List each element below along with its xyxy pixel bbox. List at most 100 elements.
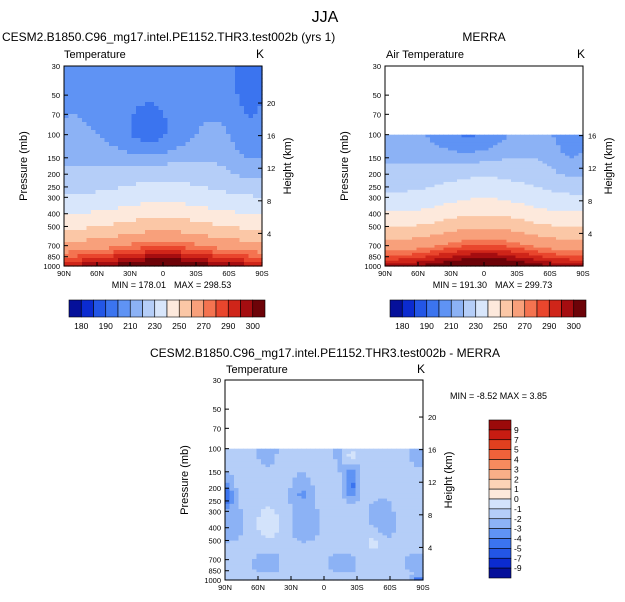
contour-cell xyxy=(470,160,476,165)
contour-cell xyxy=(248,110,254,115)
contour-cell xyxy=(145,162,151,167)
contour-cell xyxy=(109,226,115,231)
contour-cell xyxy=(565,197,571,201)
contour-cell xyxy=(225,456,231,460)
contour-cell xyxy=(239,154,245,159)
contour-cell xyxy=(73,206,79,211)
contour-cell xyxy=(407,210,413,215)
contour-cell xyxy=(229,456,235,460)
contour-cell xyxy=(434,223,440,228)
contour-cell xyxy=(149,130,155,135)
contour-cell xyxy=(524,237,530,241)
contour-cell xyxy=(64,74,70,79)
contour-cell xyxy=(154,174,160,179)
contour-cell xyxy=(86,150,92,155)
contour-cell xyxy=(158,122,164,127)
contour-cell xyxy=(158,82,164,87)
contour-cell xyxy=(131,122,137,127)
contour-cell xyxy=(244,218,250,223)
contour-cell xyxy=(154,138,160,143)
contour-cell xyxy=(515,139,521,144)
contour-cell xyxy=(484,229,490,233)
contour-cell xyxy=(239,190,245,195)
contour-cell xyxy=(407,255,413,259)
contour-cell xyxy=(252,451,258,455)
contour-cell xyxy=(547,160,553,165)
contour-cell xyxy=(122,130,128,135)
contour-cell xyxy=(430,155,436,159)
contour-cell xyxy=(389,195,395,199)
contour-cell xyxy=(127,234,133,239)
contour-cell xyxy=(122,182,128,187)
contour-cell xyxy=(425,218,431,222)
contour-cell xyxy=(547,216,553,220)
contour-cell xyxy=(113,138,119,143)
contour-cell xyxy=(439,247,445,251)
contour-cell xyxy=(551,244,557,249)
contour-cell xyxy=(439,260,445,264)
contour-cell xyxy=(86,130,92,135)
contour-cell xyxy=(64,70,70,75)
contour-cell xyxy=(421,134,427,138)
contour-cell xyxy=(208,218,214,223)
contour-cell xyxy=(524,239,530,243)
contour-cell xyxy=(569,142,575,146)
contour-cell xyxy=(565,174,571,178)
contour-cell xyxy=(515,210,521,215)
contour-cell xyxy=(524,139,530,144)
contour-cell xyxy=(488,213,494,217)
contour-cell xyxy=(118,182,124,187)
contour-cell xyxy=(506,176,512,180)
contour-cell xyxy=(448,258,454,262)
contour-cell xyxy=(163,90,169,95)
contour-cell xyxy=(484,142,490,146)
contour-cell xyxy=(574,200,580,204)
contour-cell xyxy=(479,155,485,159)
contour-cell xyxy=(176,154,182,159)
contour-cell xyxy=(443,202,449,207)
contour-cell xyxy=(136,246,142,251)
contour-cell xyxy=(239,142,245,147)
contour-cell xyxy=(225,453,231,458)
contour-cell xyxy=(221,134,227,139)
contour-cell xyxy=(194,146,200,151)
contour-cell xyxy=(443,231,449,236)
contour-cell xyxy=(565,171,571,175)
contour-cell xyxy=(154,142,160,147)
contour-cell xyxy=(113,98,119,103)
contour-cell xyxy=(385,197,391,201)
x-tick-label: 60S xyxy=(222,269,235,278)
contour-cell xyxy=(154,158,160,163)
contour-cell xyxy=(109,262,115,267)
contour-cell xyxy=(64,178,70,183)
contour-cell xyxy=(235,214,241,219)
contour-cell xyxy=(248,182,254,187)
contour-cell xyxy=(212,222,218,227)
contour-cell xyxy=(77,106,83,111)
contour-cell xyxy=(556,176,562,180)
contour-cell xyxy=(229,532,235,536)
contour-cell xyxy=(385,263,391,267)
contour-cell xyxy=(261,469,267,473)
contour-cell xyxy=(484,216,490,220)
contour-cell xyxy=(565,237,571,241)
contour-cell xyxy=(68,130,74,135)
contour-cell xyxy=(244,262,250,267)
contour-cell xyxy=(466,234,472,238)
contour-cell xyxy=(235,150,241,155)
contour-cell xyxy=(172,178,178,183)
x-tick-label: 60N xyxy=(90,269,104,278)
contour-cell xyxy=(127,158,133,163)
contour-cell xyxy=(127,86,133,91)
contour-cell xyxy=(91,158,97,163)
contour-cell xyxy=(457,221,463,225)
contour-cell xyxy=(145,226,151,231)
contour-cell xyxy=(131,218,137,223)
contour-cell xyxy=(547,197,553,201)
contour-cell xyxy=(181,86,187,91)
contour-cell xyxy=(176,214,182,219)
contour-cell xyxy=(203,262,209,267)
contour-cell xyxy=(225,511,231,515)
contour-cell xyxy=(470,260,476,264)
contour-cell xyxy=(488,139,494,144)
